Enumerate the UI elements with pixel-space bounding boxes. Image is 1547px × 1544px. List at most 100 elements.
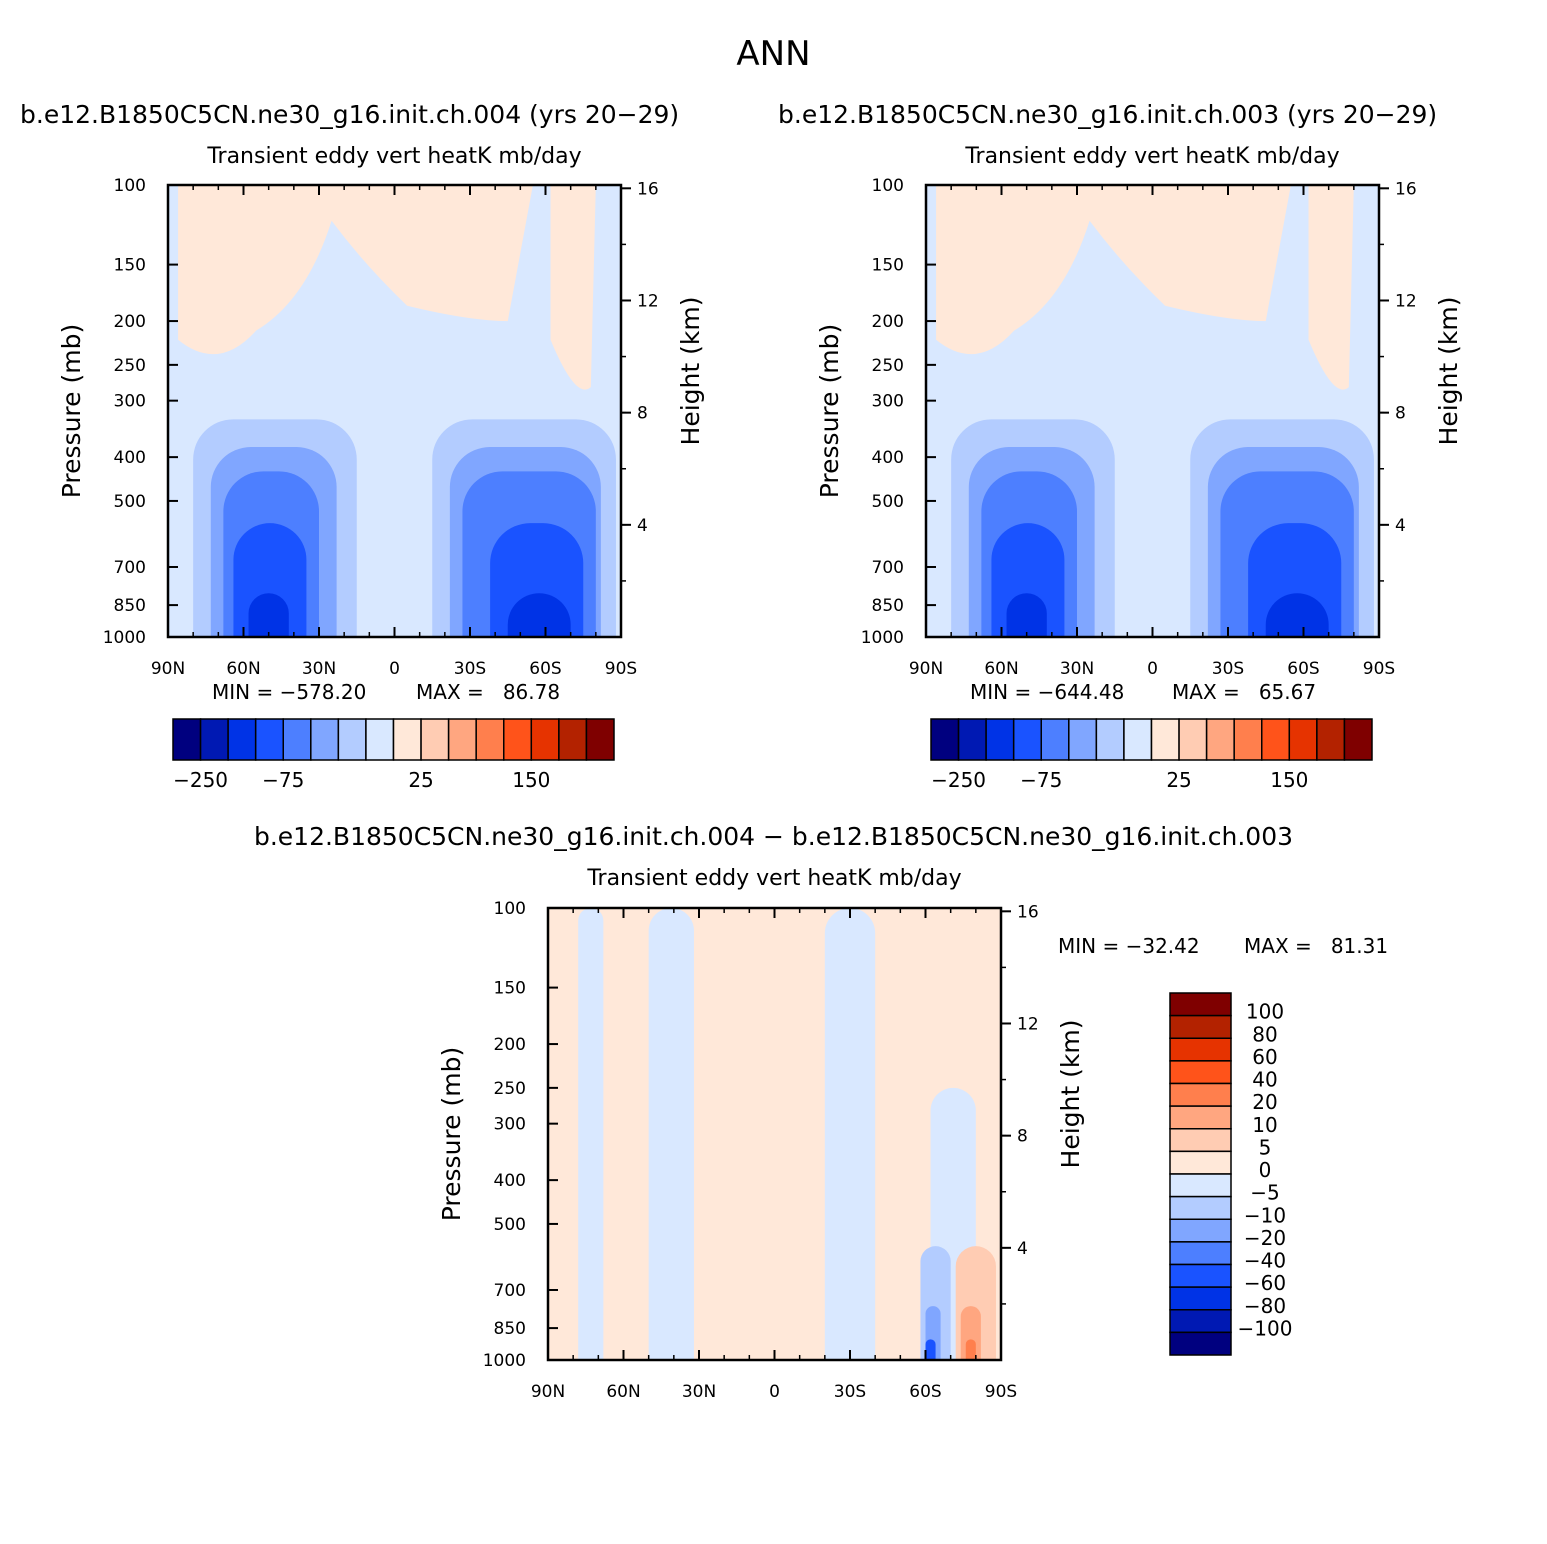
panel2-y-axis-label: Pressure (mb) [815, 324, 844, 498]
panel2-colorbar-swatch [1316, 718, 1346, 761]
panel3-contour-band-2 [824, 908, 876, 1360]
panel2-y-tick-label: 100 [872, 176, 904, 196]
panel2-y-tick-label: 250 [872, 356, 904, 376]
panel2-y-right-tick-label: 4 [1395, 516, 1406, 536]
panel2-colorbar-swatch [930, 718, 960, 761]
panel1-x-tick-label: 60N [226, 659, 260, 679]
panel1-y-tick-label: 1000 [103, 628, 146, 648]
panel3-colorbar-label: 60 [1252, 1045, 1277, 1069]
panel2-x-tick-label: 0 [1147, 659, 1158, 679]
panel1-y-tick-label: 850 [114, 596, 146, 616]
panel2-x-tick-label: 30S [1212, 659, 1244, 679]
panel3-y-tick-label: 100 [494, 899, 526, 919]
panel3-colorbar-swatch [1169, 1241, 1232, 1266]
panel2-y-tick-label: 850 [872, 596, 904, 616]
panel2-colorbar-swatch [1123, 718, 1153, 761]
panel1-x-tick-label: 0 [389, 659, 400, 679]
panel3-colorbar-label: 100 [1246, 1000, 1284, 1024]
panel3-min-label: MIN = −32.42 [1058, 934, 1200, 958]
panel2-colorbar-label: 150 [1270, 768, 1308, 792]
panel1-x-tick-label: 90N [151, 659, 185, 679]
panel1-colorbar-swatch [475, 718, 505, 761]
panel3-colorbar-swatch [1169, 1128, 1232, 1153]
panel3-colorbar-swatch [1169, 1105, 1232, 1130]
panel1-y-tick-label: 700 [114, 558, 146, 578]
panel1-colorbar-swatch [447, 718, 477, 761]
panel2-colorbar-swatch [985, 718, 1015, 761]
panel2-y-tick-label: 500 [872, 492, 904, 512]
panel1-min-label: MIN = −578.20 [212, 680, 367, 704]
panel1-colorbar-swatch [227, 718, 257, 761]
panel3-y-tick-label: 700 [494, 1281, 526, 1301]
panel3-colorbar-swatch [1169, 1331, 1232, 1356]
panel2-y-tick-label: 200 [872, 312, 904, 332]
panel3-colorbar-label: −10 [1244, 1203, 1286, 1227]
panel1-colorbar-swatch [558, 718, 588, 761]
panel3-colorbar-label: 80 [1252, 1022, 1277, 1046]
panel3-colorbar-swatch [1169, 1195, 1232, 1220]
panel1-y-tick-label: 100 [114, 176, 146, 196]
panel2-y-right-tick-label: 8 [1395, 404, 1406, 424]
panel2-min-label: MIN = −644.48 [970, 680, 1125, 704]
panel2-colorbar-label: −250 [931, 768, 986, 792]
panel3-y-tick-label: 200 [494, 1035, 526, 1055]
panel1-colorbar-label: −75 [262, 768, 304, 792]
panel3-y-tick-label: 250 [494, 1079, 526, 1099]
panel1-y-tick-label: 400 [114, 448, 146, 468]
panel1-x-tick-label: 60S [529, 659, 561, 679]
panel3-y-tick-label: 400 [494, 1171, 526, 1191]
panel3-contour-band-9 [965, 1339, 976, 1360]
panel1-y-right-tick-label: 16 [637, 179, 659, 199]
panel3-contour-band-1 [648, 908, 694, 1360]
panel2-y-tick-label: 1000 [861, 628, 904, 648]
panel1-max-label: MAX = 86.78 [416, 680, 561, 704]
panel2-y-right-tick-label: 12 [1395, 291, 1417, 311]
panel3-y-right-tick-label: 8 [1017, 1127, 1028, 1147]
panel1-y-right-tick-label: 8 [637, 404, 648, 424]
panel3-y-tick-label: 300 [494, 1115, 526, 1135]
panel2-x-tick-label: 60S [1287, 659, 1319, 679]
panel2-colorbar-swatch [1205, 718, 1235, 761]
panel2-x-tick-label: 90S [1363, 659, 1395, 679]
panel1-colorbar-swatch [310, 718, 340, 761]
panel1-y-tick-label: 300 [114, 392, 146, 412]
panel2-y-tick-label: 700 [872, 558, 904, 578]
panel3-y-right-tick-label: 4 [1017, 1239, 1028, 1259]
panel2-colorbar-swatch [957, 718, 987, 761]
panel1-y-tick-label: 250 [114, 356, 146, 376]
panel3-x-tick-label: 60N [606, 1382, 640, 1402]
panel3-colorbar-swatch [1169, 1014, 1232, 1039]
panel2-contour-band-9 [1006, 593, 1047, 637]
panel2-y-right-axis-label: Height (km) [1434, 297, 1463, 446]
panel3-x-tick-label: 60S [909, 1382, 941, 1402]
panel3-colorbar-swatch [1169, 992, 1232, 1017]
panel3-colorbar-label: −5 [1250, 1181, 1279, 1205]
panel3-colorbar-label: −100 [1238, 1316, 1293, 1340]
panel3-y-tick-label: 850 [494, 1319, 526, 1339]
panel1-y-right-tick-label: 4 [637, 516, 648, 536]
panel1-colorbar-swatch [365, 718, 395, 761]
panel2-colorbar-swatch [1040, 718, 1070, 761]
panel2-colorbar-swatch [1343, 718, 1373, 761]
panel3-x-tick-label: 30S [834, 1382, 866, 1402]
panel1-contour-band-10 [507, 593, 571, 637]
panel3-colorbar-swatch [1169, 1263, 1232, 1288]
panel2-colorbar-swatch [1012, 718, 1042, 761]
panel2-colorbar-label: −75 [1020, 768, 1062, 792]
panel1-colorbar-swatch [172, 718, 202, 761]
panel1-case-title: b.e12.B1850C5CN.ne30_g16.init.ch.004 (yr… [20, 100, 680, 129]
panel1-colorbar-label: 150 [512, 768, 550, 792]
panel3-subtitle: Transient eddy vert heatK mb/day [587, 866, 962, 891]
panel1-colorbar-label: 25 [408, 768, 433, 792]
panel2-subtitle: Transient eddy vert heatK mb/day [965, 144, 1340, 169]
panel3-colorbar-swatch [1169, 1060, 1232, 1085]
panel1-colorbar-swatch [337, 718, 367, 761]
panel1-y-tick-label: 500 [114, 492, 146, 512]
panel3-x-tick-label: 90S [985, 1382, 1017, 1402]
panel3-y-tick-label: 150 [494, 979, 526, 999]
panel3-contour-band-6 [925, 1339, 936, 1360]
panel1-x-tick-label: 30S [454, 659, 486, 679]
panel3-colorbar-swatch [1169, 1082, 1232, 1107]
panel1-upper-warm-region [178, 185, 533, 355]
panel2-y-tick-label: 150 [872, 256, 904, 276]
